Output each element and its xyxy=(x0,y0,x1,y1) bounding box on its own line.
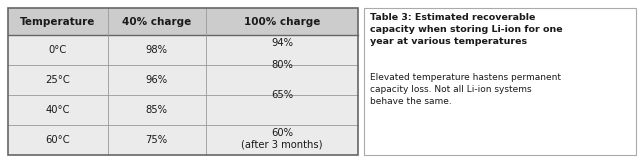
Text: 25°C: 25°C xyxy=(45,75,70,85)
Bar xyxy=(8,8,358,155)
Text: 98%: 98% xyxy=(146,45,168,55)
Text: 60%
(after 3 months): 60% (after 3 months) xyxy=(241,128,323,149)
Bar xyxy=(364,8,636,155)
Bar xyxy=(8,8,358,35)
Text: 100% charge: 100% charge xyxy=(244,17,320,27)
Text: 60°C: 60°C xyxy=(45,135,70,145)
Bar xyxy=(8,65,358,95)
Bar xyxy=(8,95,358,125)
Text: 75%: 75% xyxy=(146,135,168,145)
Text: Table 3: Estimated recoverable
capacity when storing Li-ion for one
year at vari: Table 3: Estimated recoverable capacity … xyxy=(370,13,563,46)
Bar xyxy=(8,35,358,65)
Text: 80%: 80% xyxy=(271,60,293,70)
Text: Temperature: Temperature xyxy=(20,17,95,27)
Text: 0°C: 0°C xyxy=(49,45,67,55)
Bar xyxy=(8,125,358,155)
Text: 65%: 65% xyxy=(271,90,293,100)
Text: 94%: 94% xyxy=(271,38,293,48)
Text: 40°C: 40°C xyxy=(45,105,70,115)
Text: Elevated temperature hastens permanent
capacity loss. Not all Li-ion systems
beh: Elevated temperature hastens permanent c… xyxy=(370,73,561,106)
Text: 85%: 85% xyxy=(146,105,168,115)
Text: 40% charge: 40% charge xyxy=(122,17,191,27)
Text: 96%: 96% xyxy=(146,75,168,85)
